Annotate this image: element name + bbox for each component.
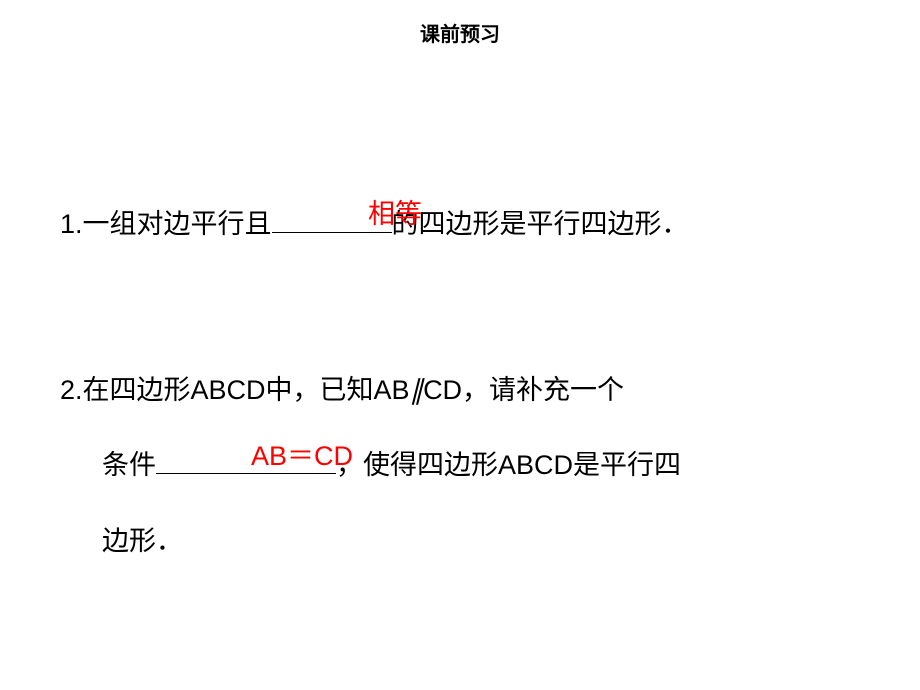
q2-line1: 2.在四边形ABCD中，已知AB∥CD，请补充一个 xyxy=(60,353,860,429)
q2-line1-prefix: 2.在四边形ABCD中，已知AB xyxy=(60,375,410,405)
q1-suffix: 的四边形是平行四边形． xyxy=(392,209,689,239)
q2-answer: AB＝CD xyxy=(232,419,372,495)
header-title: 课前预习 xyxy=(420,24,500,46)
page-header: 课前预习 xyxy=(0,0,920,47)
q2-line2-prefix: 条件 xyxy=(102,450,156,480)
q1-blank xyxy=(272,232,392,233)
content-area: 相等 1.一组对边平行且的四边形是平行四边形． AB＝CD 2.在四边形ABCD… xyxy=(0,187,920,579)
question-1: 相等 1.一组对边平行且的四边形是平行四边形． xyxy=(60,187,860,263)
parallel-symbol: ∥ xyxy=(410,375,424,405)
q1-prefix: 1.一组对边平行且 xyxy=(60,209,272,239)
q1-answer: 相等 xyxy=(360,177,430,253)
q2-line3-text: 边形． xyxy=(102,526,183,556)
q2-line2: 条件 ，使得四边形ABCD是平行四 xyxy=(60,428,860,504)
question-2: AB＝CD 2.在四边形ABCD中，已知AB∥CD，请补充一个 条件 ，使得四边形… xyxy=(60,353,860,580)
q2-line1-mid: CD，请补充一个 xyxy=(423,375,624,405)
q2-line2-suffix: ，使得四边形ABCD是平行四 xyxy=(336,450,681,480)
q2-blank xyxy=(156,473,336,474)
q2-line3: 边形． xyxy=(60,504,860,580)
